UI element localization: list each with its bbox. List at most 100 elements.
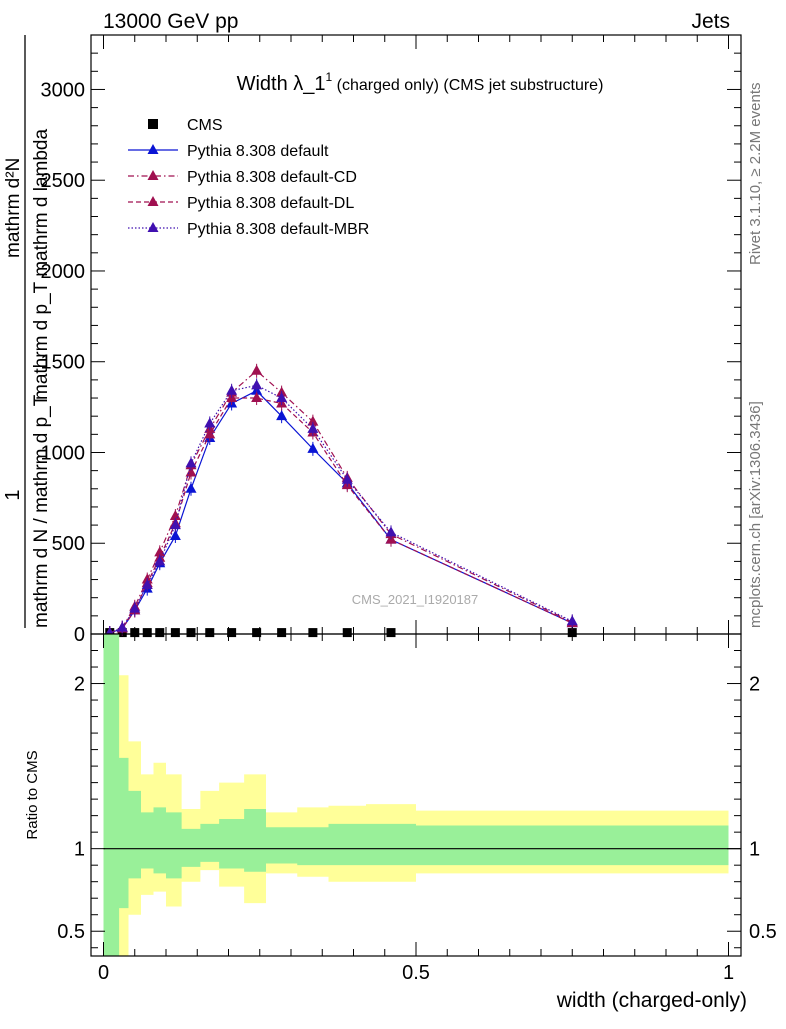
series-line: [109, 390, 573, 634]
legend-label: Pythia 8.308 default-DL: [187, 195, 354, 212]
title-sup: 1: [326, 70, 333, 84]
analysis-label: CMS_2021_I1920187: [352, 592, 479, 607]
ratio-frame: [90, 633, 742, 957]
data-point: [251, 392, 263, 403]
ratio-ylabel: Ratio to CMS: [24, 750, 41, 839]
series-2: [104, 363, 578, 641]
data-point: [226, 384, 238, 395]
series-0: [105, 628, 577, 638]
main-ytick-label: 0: [74, 624, 85, 646]
legend-marker: [147, 170, 159, 180]
x-axis: 0 0.5 1: [98, 634, 734, 984]
legend-item: Pythia 8.308 default-MBR: [128, 221, 369, 238]
main-ytick-label: 3000: [41, 79, 86, 101]
ylabel-frac-den: mathrm d N / mathrm d p_T: [31, 394, 52, 628]
x-axis-label: width (charged-only): [556, 989, 747, 1012]
data-point: [129, 602, 141, 613]
legend-item: CMS: [148, 117, 223, 134]
ratio-outer-band: [103, 634, 729, 956]
series-4: [104, 378, 578, 641]
title-main: Width λ_1: [237, 73, 326, 95]
data-point: [227, 628, 237, 638]
data-point: [341, 473, 353, 484]
data-point: [386, 628, 396, 638]
data-point: [566, 615, 578, 626]
data-point: [205, 628, 215, 638]
legend-marker: [147, 222, 159, 232]
ylabel-denominator: mathrm d p_T mathrm d lambda: [31, 129, 52, 400]
legend-item: Pythia 8.308 default: [128, 143, 329, 160]
main-axes: 0 500 1000 1500 2000 2500 3000: [41, 34, 741, 646]
main-marks: [104, 363, 578, 641]
data-point: [141, 578, 153, 589]
ratio-ytick-label: 0.5: [57, 921, 85, 943]
legend-marker: [147, 196, 159, 206]
ylabel-frac-num: 1: [2, 489, 24, 500]
data-point: [251, 379, 263, 390]
ratio-inner-band: [103, 634, 729, 956]
x-tick-label: 0: [98, 962, 109, 984]
ratio-ytick-label-right: 2: [749, 674, 760, 696]
ratio-axes: 0.5 0.5 1 1 2 2: [57, 650, 777, 949]
ylabel-numerator: mathrm d²N: [3, 158, 24, 258]
legend: CMS Pythia 8.308 default Pythia 8.308 defa…: [128, 117, 369, 238]
ratio-ytick-label-right: 1: [749, 839, 760, 861]
data-point: [276, 410, 288, 421]
data-point: [277, 628, 287, 638]
data-point: [169, 519, 181, 530]
data-point: [307, 442, 319, 453]
data-point: [186, 628, 196, 638]
legend-label: CMS: [187, 117, 223, 134]
data-point: [116, 621, 128, 632]
data-point: [385, 526, 397, 537]
legend-label: Pythia 8.308 default: [187, 143, 329, 160]
legend-marker: [147, 144, 159, 154]
series-line: [109, 397, 573, 634]
main-ytick-label: 1000: [41, 442, 86, 464]
energy-label: 13000 GeV pp: [103, 10, 238, 33]
main-ytick-label: 500: [52, 533, 85, 555]
rivet-label: Rivet 3.1.10, ≥ 2.2M events: [747, 83, 764, 266]
series-line: [109, 370, 573, 634]
process-label: Jets: [691, 10, 730, 33]
data-point: [154, 555, 166, 566]
data-point: [185, 482, 197, 493]
data-point: [204, 428, 216, 439]
x-tick-label: 0.5: [402, 962, 430, 984]
data-point: [169, 529, 181, 540]
legend-label: Pythia 8.308 default-CD: [187, 169, 357, 186]
legend-marker: [148, 119, 158, 129]
data-point: [155, 628, 165, 638]
legend-item: Pythia 8.308 default-DL: [128, 195, 354, 212]
data-point: [204, 417, 216, 428]
ratio-ytick-label-right: 0.5: [749, 921, 777, 943]
mcplots-label: mcplots.cern.ch [arXiv:1306.3436]: [747, 401, 764, 628]
data-point: [252, 628, 262, 638]
data-point: [342, 628, 352, 638]
ratio-bands: [103, 634, 729, 956]
main-ytick-label: 1500: [41, 352, 86, 374]
x-tick-label: 1: [723, 962, 734, 984]
data-point: [142, 628, 152, 638]
data-point: [308, 628, 318, 638]
data-point: [307, 422, 319, 433]
data-point: [251, 364, 263, 375]
main-panel: 0 500 1000 1500 2000 2500 3000 CMS_2021_I19201…: [2, 34, 742, 646]
y-axis-label: 1 mathrm d N / mathrm d p_T mathrm d²N m…: [2, 35, 52, 628]
data-point: [170, 628, 180, 638]
main-ytick-label: 2000: [41, 261, 86, 283]
data-point: [185, 457, 197, 468]
legend-label: Pythia 8.308 default-MBR: [187, 221, 369, 238]
legend-item: Pythia 8.308 default-CD: [128, 169, 357, 186]
ratio-ytick-label: 2: [74, 674, 85, 696]
ratio-ytick-label: 1: [74, 839, 85, 861]
main-ytick-label: 2500: [41, 170, 86, 192]
chart-title: Width λ_11 (charged only) (CMS jet subst…: [237, 70, 604, 95]
data-point: [307, 415, 319, 426]
title-rest: (charged only) (CMS jet substructure): [332, 77, 603, 94]
data-point: [276, 392, 288, 403]
data-point: [169, 510, 181, 521]
ratio-panel: 0.5 0.51 12 2 Ratio to CMS 0 0.5 1 width (cha…: [24, 633, 777, 1012]
